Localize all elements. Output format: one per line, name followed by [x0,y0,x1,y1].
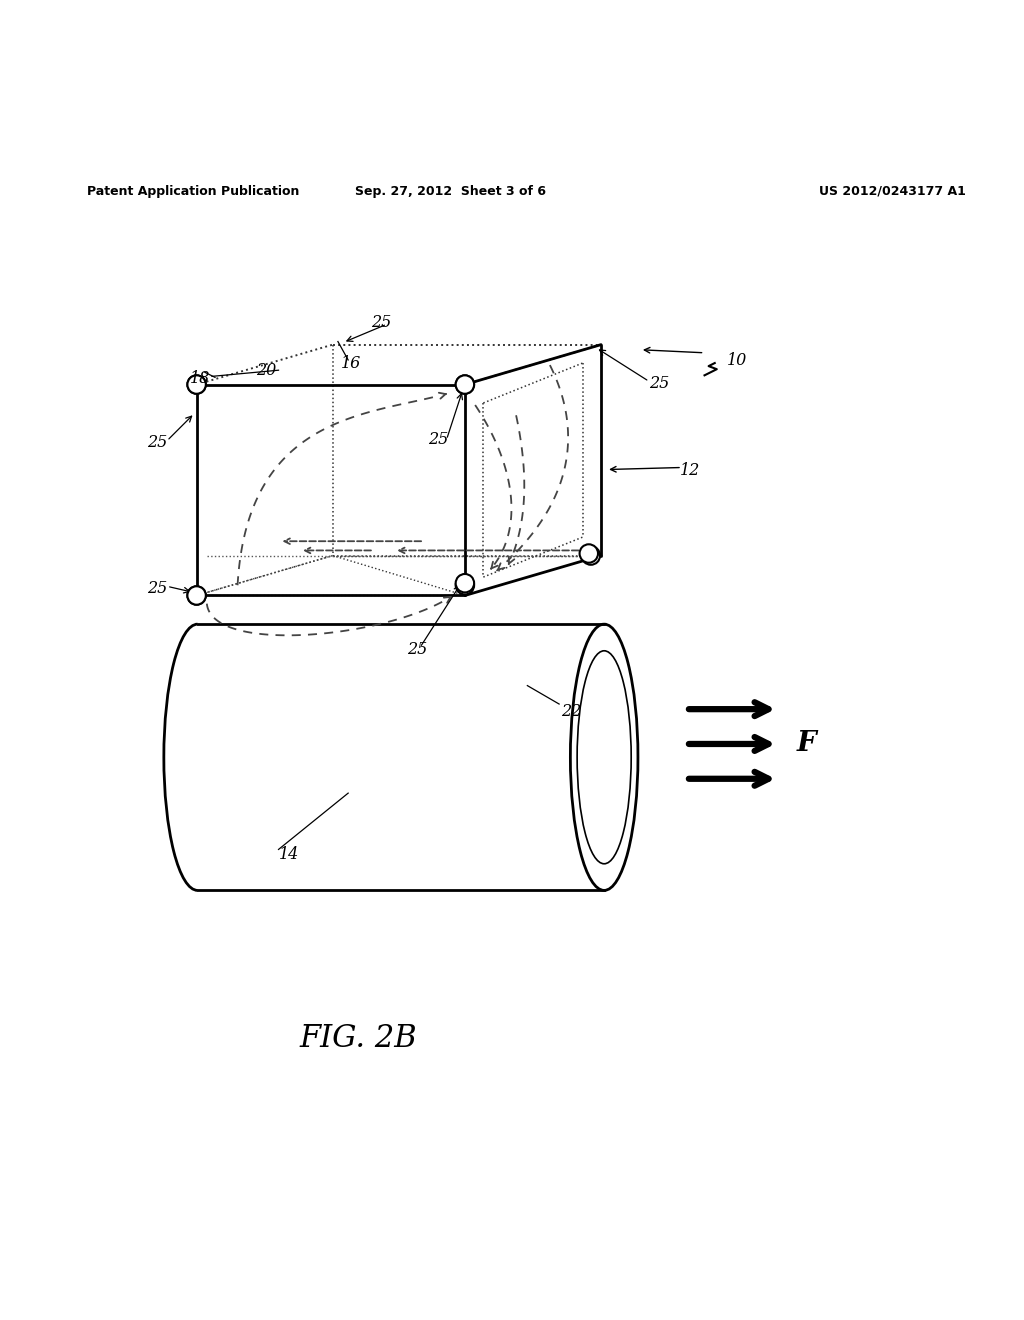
Text: US 2012/0243177 A1: US 2012/0243177 A1 [819,185,966,198]
Text: 25: 25 [371,314,391,330]
Text: 25: 25 [428,432,449,449]
Circle shape [456,375,474,393]
Circle shape [456,574,474,593]
Circle shape [187,375,206,393]
Text: 25: 25 [146,434,167,451]
Text: 16: 16 [341,355,361,371]
Text: Patent Application Publication: Patent Application Publication [87,185,299,198]
Circle shape [187,586,206,605]
Circle shape [187,375,206,393]
Text: 18: 18 [189,370,210,387]
Text: 22: 22 [561,702,582,719]
Text: 25: 25 [408,642,428,659]
Text: 10: 10 [727,352,748,370]
Text: Sep. 27, 2012  Sheet 3 of 6: Sep. 27, 2012 Sheet 3 of 6 [355,185,546,198]
Text: 20: 20 [256,362,276,379]
Text: 25: 25 [649,375,670,392]
Text: 14: 14 [279,846,299,863]
Text: 12: 12 [680,462,700,479]
Text: 25: 25 [146,579,167,597]
Circle shape [456,375,474,393]
Text: F: F [797,730,816,758]
Circle shape [580,544,598,562]
Circle shape [582,546,600,565]
Circle shape [456,576,474,594]
Circle shape [187,586,206,605]
Text: FIG. 2B: FIG. 2B [300,1023,417,1055]
